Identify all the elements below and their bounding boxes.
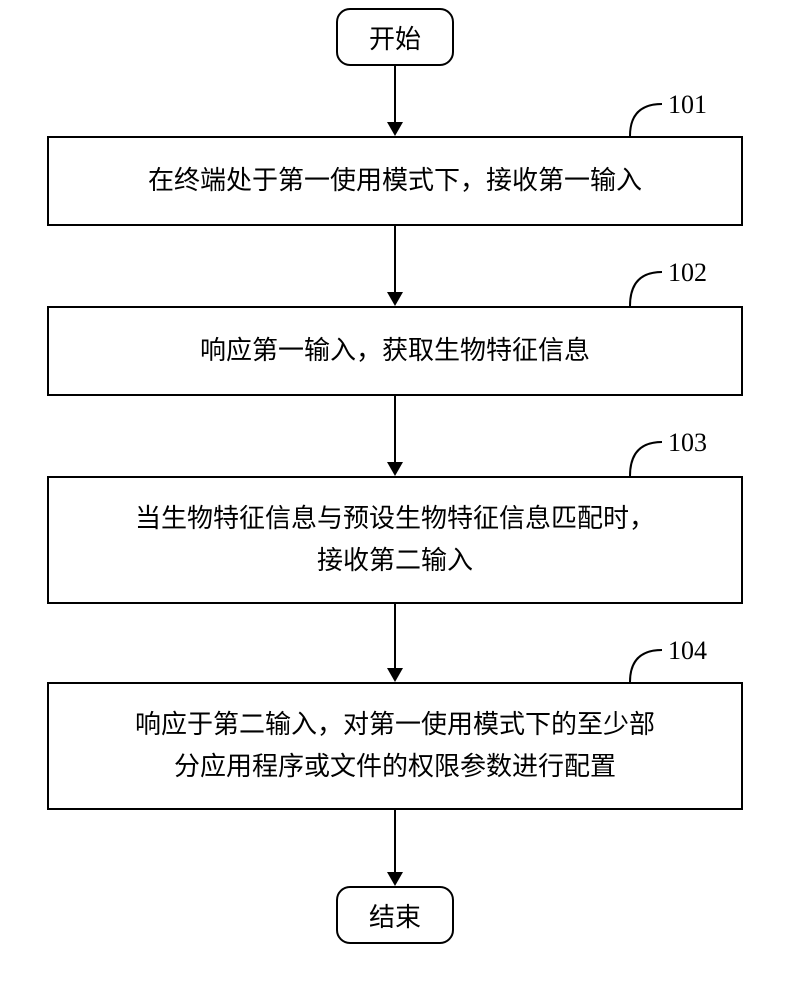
arrow-start-s101 xyxy=(394,66,396,122)
process-s101: 在终端处于第一使用模式下，接收第一输入 xyxy=(47,136,743,226)
process-s103: 当生物特征信息与预设生物特征信息匹配时， 接收第二输入 xyxy=(47,476,743,604)
process-s102: 响应第一输入，获取生物特征信息 xyxy=(47,306,743,396)
leader-ld102 xyxy=(626,268,666,310)
arrow-head-start-s101 xyxy=(387,122,403,136)
arrow-s101-s102 xyxy=(394,226,396,292)
flowchart-canvas: 开始在终端处于第一使用模式下，接收第一输入响应第一输入，获取生物特征信息当生物特… xyxy=(0,0,810,1000)
arrow-head-s104-end xyxy=(387,872,403,886)
leader-ld103 xyxy=(626,438,666,480)
step-label-l101: 101 xyxy=(668,90,707,120)
terminator-end: 结束 xyxy=(336,886,454,944)
arrow-s102-s103 xyxy=(394,396,396,462)
arrow-head-s103-s104 xyxy=(387,668,403,682)
leader-ld104 xyxy=(626,646,666,686)
step-label-l104: 104 xyxy=(668,636,707,666)
step-label-l103: 103 xyxy=(668,428,707,458)
arrow-s104-end xyxy=(394,810,396,872)
process-s104: 响应于第二输入，对第一使用模式下的至少部 分应用程序或文件的权限参数进行配置 xyxy=(47,682,743,810)
arrow-head-s101-s102 xyxy=(387,292,403,306)
leader-ld101 xyxy=(626,100,666,140)
terminator-start: 开始 xyxy=(336,8,454,66)
arrow-head-s102-s103 xyxy=(387,462,403,476)
arrow-s103-s104 xyxy=(394,604,396,668)
step-label-l102: 102 xyxy=(668,258,707,288)
